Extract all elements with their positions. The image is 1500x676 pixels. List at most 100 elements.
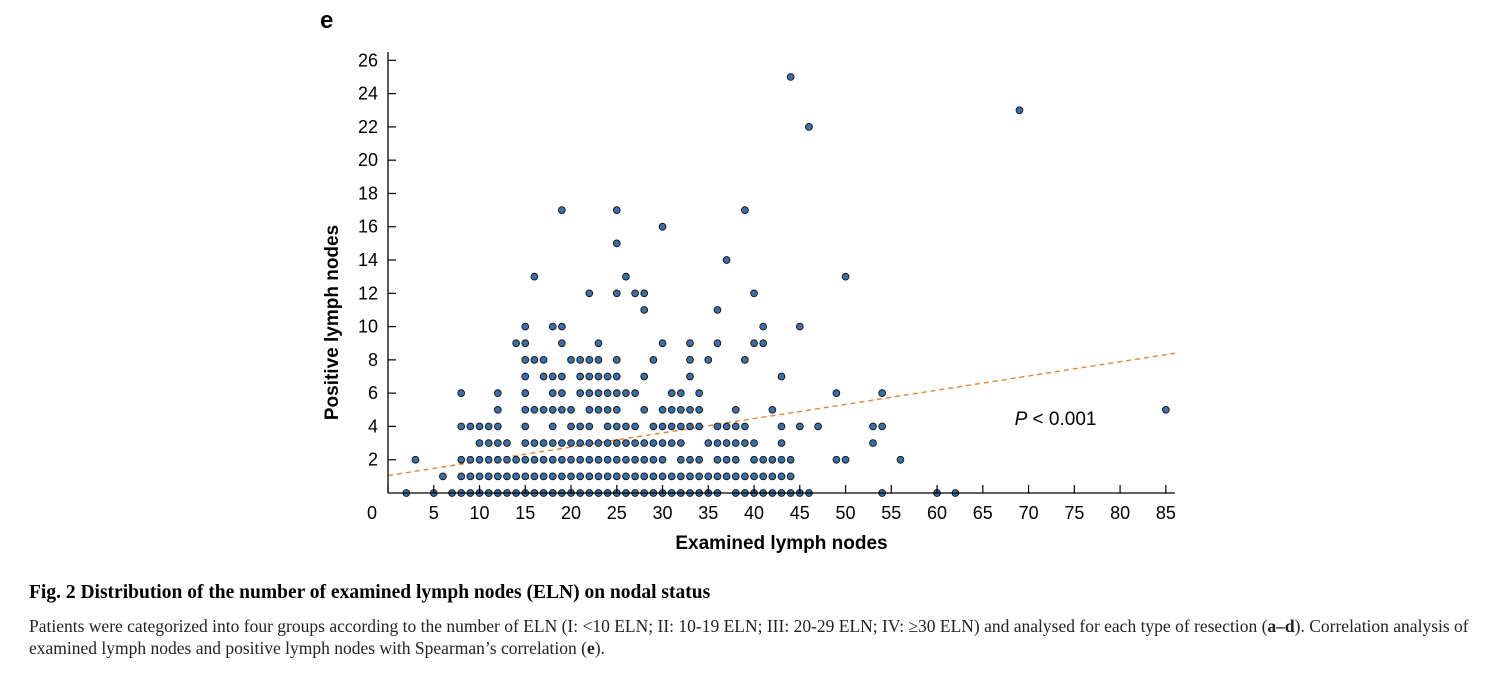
- data-point: [558, 439, 566, 447]
- data-point: [530, 472, 539, 481]
- data-point: [731, 439, 740, 447]
- data-point: [576, 455, 585, 464]
- x-tick-label: 65: [973, 503, 993, 523]
- data-point: [585, 422, 594, 431]
- data-point: [1161, 405, 1170, 414]
- data-point: [567, 405, 575, 414]
- data-point: [667, 389, 676, 398]
- data-point: [558, 472, 566, 481]
- data-point: [530, 455, 539, 464]
- data-point: [585, 405, 594, 414]
- x-tick-label: 30: [653, 503, 673, 523]
- data-point: [686, 356, 694, 364]
- data-point: [713, 455, 722, 464]
- data-point: [768, 405, 777, 414]
- data-point: [612, 239, 621, 248]
- data-point: [832, 389, 841, 398]
- data-point: [750, 339, 758, 348]
- data-point: [411, 455, 420, 464]
- data-point: [603, 422, 612, 431]
- data-point: [521, 455, 530, 464]
- data-point: [603, 472, 612, 481]
- data-point: [750, 439, 758, 447]
- x-tick-label: 50: [836, 503, 856, 523]
- caption-text-1: Patients were categorized into four grou…: [29, 616, 1268, 636]
- data-point: [878, 422, 887, 431]
- y-tick-label: 6: [368, 383, 378, 403]
- data-point: [649, 439, 658, 447]
- caption-ref-e: e: [586, 638, 595, 658]
- data-point: [658, 455, 667, 464]
- data-point: [475, 455, 484, 464]
- data-point: [722, 422, 731, 431]
- data-point: [631, 472, 639, 481]
- data-point: [567, 356, 575, 364]
- data-point: [713, 472, 722, 481]
- data-point: [484, 472, 493, 481]
- data-point: [777, 455, 786, 464]
- y-tick-label: 16: [358, 217, 378, 237]
- data-point: [841, 272, 850, 281]
- data-point: [567, 455, 575, 464]
- data-point: [594, 472, 603, 481]
- x-tick-label: 35: [698, 503, 718, 523]
- trend-line-layer: [387, 352, 1176, 477]
- data-point: [786, 455, 795, 464]
- y-tick-label: 4: [368, 416, 378, 436]
- data-point: [640, 455, 649, 464]
- data-point: [750, 472, 758, 481]
- data-point: [612, 455, 621, 464]
- x-tick-label: 60: [927, 503, 947, 523]
- data-point: [548, 472, 557, 481]
- data-point: [594, 372, 603, 381]
- data-point: [521, 405, 530, 414]
- data-point: [640, 439, 649, 447]
- data-point: [493, 422, 502, 431]
- data-point: [521, 372, 530, 381]
- data-point: [612, 372, 621, 381]
- data-point: [558, 405, 566, 414]
- data-point: [539, 472, 548, 481]
- x-tick-label: 20: [561, 503, 581, 523]
- data-point: [640, 306, 649, 314]
- x-tick-label: 15: [515, 503, 535, 523]
- data-point: [777, 422, 786, 431]
- data-point: [530, 356, 539, 364]
- data-point: [548, 455, 557, 464]
- data-point: [576, 389, 585, 398]
- data-point: [475, 422, 484, 431]
- data-point: [832, 455, 841, 464]
- data-point: [484, 455, 493, 464]
- data-point: [493, 455, 502, 464]
- data-point: [722, 455, 731, 464]
- data-point: [530, 272, 539, 281]
- data-point: [475, 472, 484, 481]
- data-point: [585, 455, 594, 464]
- data-point: [558, 455, 566, 464]
- data-point: [695, 472, 703, 481]
- data-point: [466, 455, 475, 464]
- data-point: [704, 439, 713, 447]
- data-point: [585, 389, 594, 398]
- y-axis-title: Positive lymph nodes: [322, 225, 343, 420]
- data-point: [567, 422, 575, 431]
- y-tick-label: 26: [358, 50, 378, 70]
- data-point: [759, 472, 768, 481]
- data-point: [585, 289, 594, 298]
- p-value-annotation: P < 0.001: [1015, 409, 1097, 430]
- data-point: [567, 439, 575, 447]
- data-point: [878, 389, 887, 398]
- data-point: [695, 405, 703, 414]
- data-point: [649, 455, 658, 464]
- figure-caption-body: Patients were categorized into four grou…: [29, 615, 1479, 659]
- data-point: [512, 339, 520, 348]
- p-value-rest: < 0.001: [1027, 409, 1096, 430]
- data-point: [667, 422, 676, 431]
- data-point: [521, 439, 530, 447]
- data-point: [585, 439, 594, 447]
- y-tick-label: 20: [358, 150, 378, 170]
- caption-text-2: ). Correlation analysis of examined lymp…: [29, 616, 1469, 658]
- data-point: [475, 439, 484, 447]
- data-point: [567, 472, 575, 481]
- data-point: [686, 472, 694, 481]
